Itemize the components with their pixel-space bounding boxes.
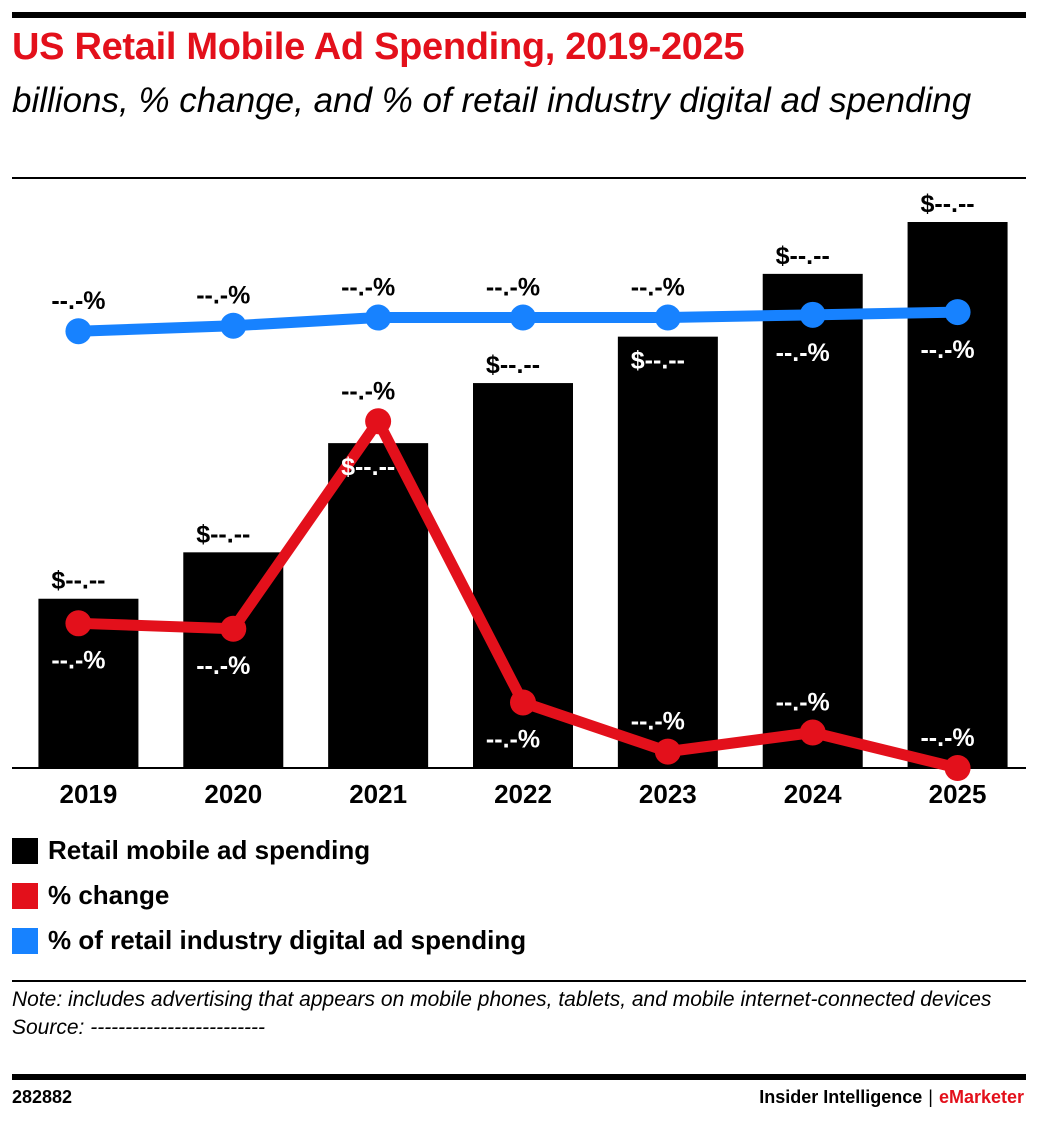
- top-rule: [12, 12, 1026, 18]
- chart-subtitle: billions, % change, and % of retail indu…: [12, 81, 972, 120]
- pct-change-label-2021: --.-%: [341, 377, 395, 405]
- marker-pct-share-2021: [365, 304, 392, 331]
- legend-label-share: % of retail industry digital ad spending: [48, 925, 527, 955]
- x-tick-2023: 2023: [639, 779, 697, 809]
- line-group: [65, 299, 971, 781]
- x-tick-2022: 2022: [494, 779, 552, 809]
- marker-pct-change-2019: [65, 610, 92, 637]
- pct-change-label-2025: --.-%: [920, 724, 974, 752]
- pct-share-label-2020: --.-%: [196, 282, 250, 310]
- chart-id: 282882: [12, 1087, 73, 1107]
- source-text: Source: -------------------------: [12, 1016, 266, 1039]
- bar-label-2025: $--.--: [920, 190, 974, 218]
- marker-pct-change-2023: [654, 738, 681, 765]
- pct-share-label-2024: --.-%: [776, 339, 830, 367]
- marker-pct-share-2025: [944, 299, 971, 326]
- data-label-group: $--.-- $--.-- $--.-- $--.-- $--.-- $--.-- $--.…: [51, 190, 974, 753]
- pct-change-label-2019: --.-%: [51, 646, 105, 674]
- bar-label-2023: $--.--: [631, 347, 685, 375]
- legend-item-change: % change: [12, 873, 526, 918]
- pct-share-label-2022: --.-%: [486, 274, 540, 302]
- legend-swatch-spending: [12, 837, 38, 864]
- legend-item-spending: Retail mobile ad spending: [12, 828, 526, 873]
- bottom-rule: [12, 1074, 1026, 1080]
- marker-pct-change-2020: [220, 615, 247, 642]
- bar-2023: [617, 336, 718, 768]
- marker-pct-share-2019: [65, 318, 92, 345]
- marker-pct-change-2021: [365, 408, 392, 435]
- x-tick-2025: 2025: [929, 779, 987, 809]
- brand-credit: Insider Intelligence | eMarketer: [759, 1087, 1024, 1108]
- pct-share-label-2025: --.-%: [920, 336, 974, 364]
- marker-pct-change-2024: [799, 719, 826, 746]
- bar-label-2021: $--.--: [341, 453, 395, 481]
- bar-label-2022: $--.--: [486, 351, 540, 379]
- legend-item-share: % of retail industry digital ad spending: [12, 918, 526, 963]
- note-text: Note: includes advertising that appears …: [12, 988, 992, 1011]
- marker-pct-change-2025: [944, 755, 971, 781]
- x-tick-2024: 2024: [784, 779, 842, 809]
- pct-change-label-2020: --.-%: [196, 652, 250, 680]
- brand-separator: |: [928, 1087, 933, 1107]
- marker-pct-share-2020: [220, 312, 247, 339]
- pct-share-label-2023: --.-%: [631, 274, 685, 302]
- pct-change-label-2023: --.-%: [631, 708, 685, 736]
- bar-group: [38, 222, 1008, 768]
- marker-pct-change-2022: [510, 689, 536, 716]
- pct-change-label-2024: --.-%: [776, 689, 830, 717]
- legend-swatch-share: [12, 927, 38, 954]
- legend-swatch-change: [12, 882, 38, 909]
- chart-title: US Retail Mobile Ad Spending, 2019-2025: [12, 26, 745, 68]
- bar-label-2020: $--.--: [196, 520, 250, 548]
- header-rule: [12, 177, 1026, 179]
- x-tick-2019: 2019: [60, 779, 118, 809]
- marker-pct-share-2022: [510, 304, 536, 331]
- brand-insider-intelligence: Insider Intelligence: [759, 1087, 923, 1107]
- bar-label-2019: $--.--: [51, 567, 105, 595]
- chart-plot: $--.-- $--.-- $--.-- $--.-- $--.-- $--.-- $--.…: [12, 190, 1026, 809]
- x-tick-2021: 2021: [349, 779, 407, 809]
- marker-pct-share-2023: [654, 304, 681, 331]
- x-tick-2020: 2020: [204, 779, 262, 809]
- pct-share-label-2021: --.-%: [341, 274, 395, 302]
- legend-label-spending: Retail mobile ad spending: [48, 835, 371, 865]
- bar-2024: [762, 273, 863, 768]
- x-tick-group: 2019 2020 2021 2022 2023 2024 2025: [60, 779, 987, 809]
- brand-emarketer: eMarketer: [938, 1087, 1024, 1107]
- bar-label-2024: $--.--: [776, 242, 830, 270]
- legend: Retail mobile ad spending % change % of …: [12, 828, 526, 963]
- pct-change-label-2022: --.-%: [486, 725, 540, 753]
- footer-rule: [12, 980, 1026, 982]
- marker-pct-share-2024: [799, 301, 826, 328]
- footnote: Note: includes advertising that appears …: [12, 986, 1022, 1042]
- pct-share-label-2019: --.-%: [51, 287, 105, 315]
- legend-label-change: % change: [48, 880, 170, 910]
